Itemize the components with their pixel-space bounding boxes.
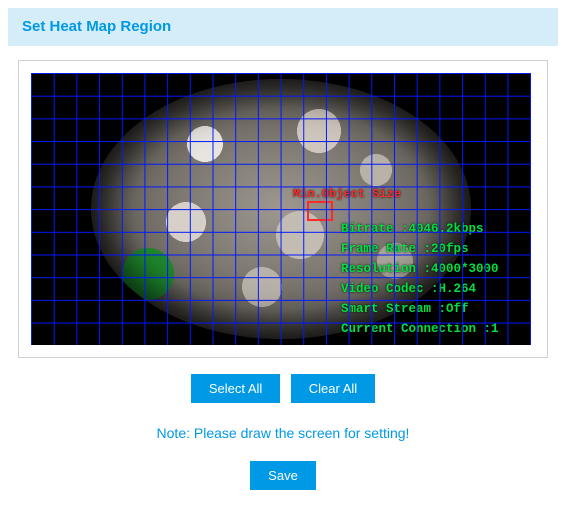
save-row: Save	[0, 461, 566, 490]
panel-title: Set Heat Map Region	[22, 18, 171, 35]
instruction-note: Note: Please draw the screen for setting…	[0, 425, 566, 441]
video-preview[interactable]: Min.Object Size Bitrate :4046.2kbps Fram…	[31, 73, 531, 345]
preview-container: Min.Object Size Bitrate :4046.2kbps Fram…	[18, 60, 548, 358]
heatmap-grid[interactable]	[31, 73, 531, 345]
grid-actions-row: Select All Clear All	[0, 374, 566, 403]
clear-all-button[interactable]: Clear All	[291, 374, 375, 403]
panel-header: Set Heat Map Region	[8, 8, 558, 46]
select-all-button[interactable]: Select All	[191, 374, 280, 403]
save-button[interactable]: Save	[250, 461, 316, 490]
